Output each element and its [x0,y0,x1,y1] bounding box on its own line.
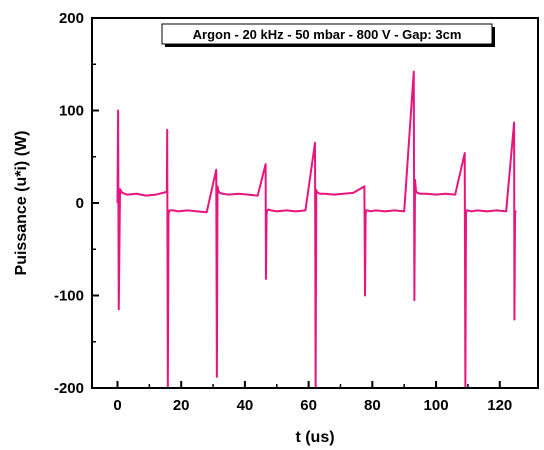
x-tick-label-1: 20 [173,397,190,414]
x-tick-label-6: 120 [487,397,512,414]
legend-box: Argon - 20 kHz - 50 mbar - 800 V - Gap: … [162,24,495,47]
x-tick-label-2: 40 [237,397,254,414]
y-tick-label-2: 0 [76,195,84,212]
x-tick-label-3: 60 [300,397,317,414]
x-tick-label-5: 100 [424,397,449,414]
y-tick-label-1: -100 [54,288,84,305]
y-axis-title: Puissance (u*i) (W) [13,131,30,276]
x-axis-title: t (us) [295,429,334,446]
x-tick-label-0: 0 [113,397,121,414]
y-tick-label-0: -200 [54,380,84,397]
x-tick-label-4: 80 [364,397,381,414]
y-tick-label-3: 100 [59,103,84,120]
ticks-layer: 0 20 40 60 80 100 120 -200 -100 0 100 200 [54,10,512,414]
y-tick-label-4: 200 [59,10,84,27]
series-layer [117,72,515,388]
series-line-0 [117,72,515,388]
legend-text: Argon - 20 kHz - 50 mbar - 800 V - Gap: … [193,27,462,42]
